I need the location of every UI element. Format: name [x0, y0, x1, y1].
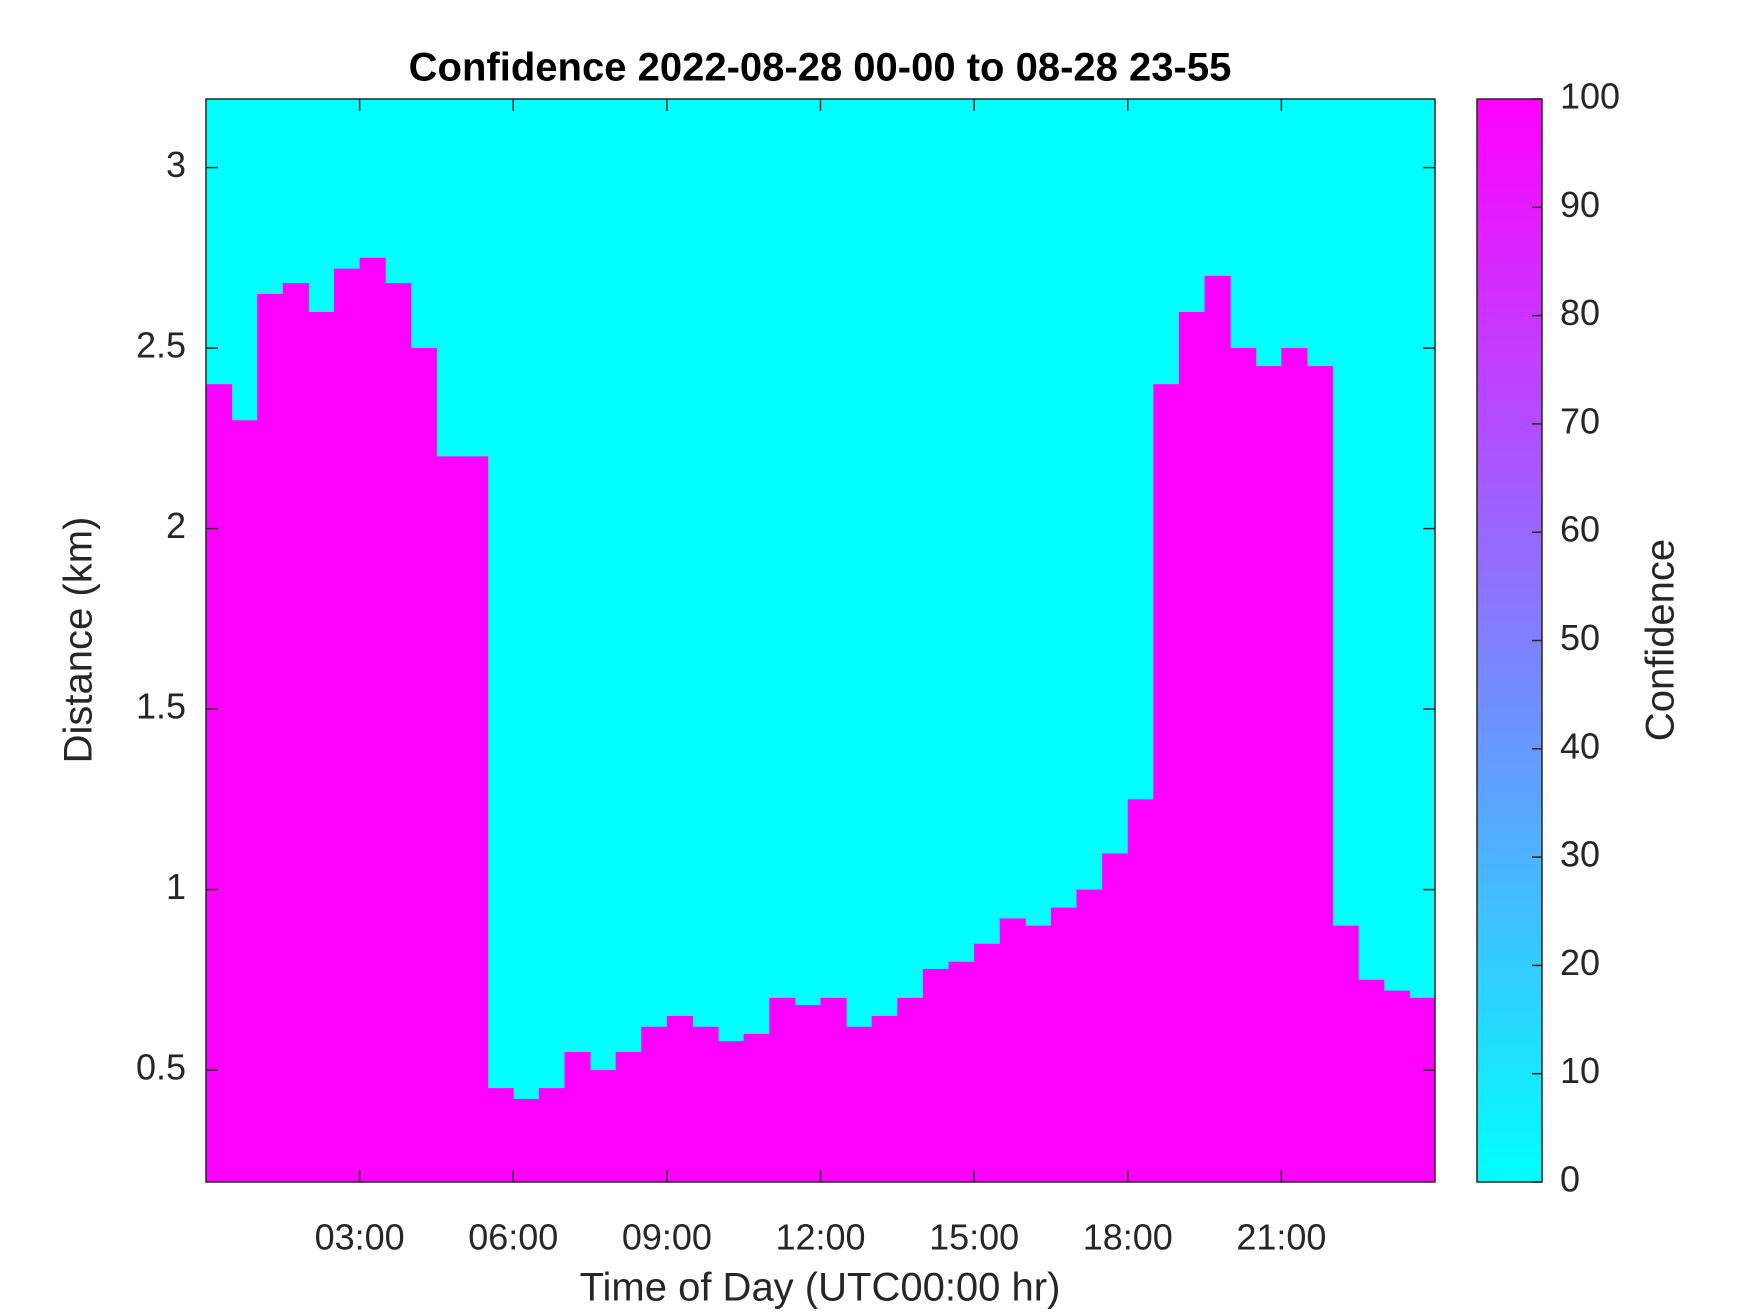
- x-tick-label: 21:00: [1236, 1217, 1326, 1258]
- heat-column: [1076, 889, 1103, 1182]
- x-tick-label: 18:00: [1083, 1217, 1173, 1258]
- heat-column: [1255, 366, 1282, 1182]
- heat-column: [820, 997, 847, 1182]
- heat-column: [846, 1026, 873, 1182]
- heat-column: [1178, 311, 1206, 1182]
- colorbar: [1476, 98, 1543, 1183]
- chart-title: Confidence 2022-08-28 00-00 to 08-28 23-…: [409, 46, 1232, 90]
- x-tick-label: 15:00: [929, 1217, 1019, 1258]
- heat-column: [257, 293, 284, 1182]
- y-tick-label: 3: [166, 144, 186, 185]
- heat-column: [1127, 799, 1154, 1182]
- heat-column: [1204, 275, 1231, 1182]
- heat-column: [871, 1015, 898, 1182]
- heat-column: [1230, 348, 1257, 1183]
- colorbar-tick-label: 90: [1560, 184, 1600, 225]
- x-tick-label: 03:00: [315, 1217, 405, 1258]
- heat-column: [948, 961, 975, 1182]
- x-tick-label: 06:00: [468, 1217, 558, 1258]
- heat-column: [974, 943, 1001, 1182]
- heat-column: [1358, 979, 1385, 1182]
- colorbar-tick-label: 60: [1560, 509, 1600, 550]
- y-tick-label: 0.5: [136, 1047, 186, 1088]
- heat-column: [334, 268, 361, 1182]
- heat-column: [1383, 990, 1410, 1182]
- heat-column: [231, 420, 258, 1182]
- heat-column: [922, 969, 950, 1182]
- x-tick-label: 12:00: [775, 1217, 865, 1258]
- heat-column: [897, 997, 924, 1182]
- y-tick-label: 2.5: [136, 325, 186, 366]
- heat-column: [282, 283, 309, 1182]
- heat-column: [1409, 997, 1436, 1182]
- heat-column: [564, 1052, 591, 1182]
- heat-column: [692, 1026, 719, 1182]
- heat-column: [999, 918, 1026, 1182]
- heat-column: [641, 1026, 668, 1182]
- heat-column: [410, 348, 437, 1183]
- colorbar-label: Confidence: [1639, 539, 1683, 741]
- heat-column: [769, 997, 796, 1182]
- heat-column: [538, 1088, 565, 1182]
- y-tick-label: 1.5: [136, 686, 186, 727]
- colorbar-tick-label: 0: [1560, 1159, 1580, 1200]
- heat-column: [513, 1098, 540, 1182]
- heat-column: [1050, 907, 1078, 1182]
- colorbar-tick-label: 20: [1560, 942, 1600, 983]
- colorbar-tick-label: 40: [1560, 725, 1600, 766]
- y-tick-label: 1: [166, 866, 186, 907]
- heat-column: [487, 1088, 514, 1182]
- heat-column: [206, 384, 233, 1182]
- heat-column: [308, 311, 335, 1182]
- heat-column: [590, 1070, 617, 1182]
- heat-column: [1025, 925, 1052, 1182]
- y-axis-label: Distance (km): [57, 517, 101, 764]
- colorbar-tick-label: 30: [1560, 834, 1600, 875]
- colorbar-tick-label: 70: [1560, 400, 1600, 441]
- heat-column: [743, 1033, 770, 1182]
- heat-column: [1102, 853, 1129, 1182]
- colorbar-tick-label: 100: [1560, 76, 1620, 117]
- colorbar-tick-label: 10: [1560, 1050, 1600, 1091]
- heat-column: [718, 1041, 745, 1182]
- x-tick-label: 09:00: [622, 1217, 712, 1258]
- x-axis-label: Time of Day (UTC00:00 hr): [580, 1266, 1061, 1310]
- heat-column: [794, 1005, 821, 1182]
- heat-column: [436, 456, 463, 1182]
- colorbar-tick-label: 80: [1560, 292, 1600, 333]
- heat-column: [1281, 348, 1308, 1183]
- heat-column: [359, 257, 386, 1183]
- heat-column: [1153, 384, 1180, 1182]
- heat-column: [615, 1052, 642, 1182]
- heat-column: [1306, 366, 1334, 1182]
- heat-column: [462, 456, 489, 1182]
- heat-column: [666, 1015, 693, 1182]
- y-tick-label: 2: [166, 505, 186, 546]
- heat-column: [385, 283, 412, 1182]
- heat-column: [1332, 925, 1359, 1182]
- colorbar-tick-label: 50: [1560, 617, 1600, 658]
